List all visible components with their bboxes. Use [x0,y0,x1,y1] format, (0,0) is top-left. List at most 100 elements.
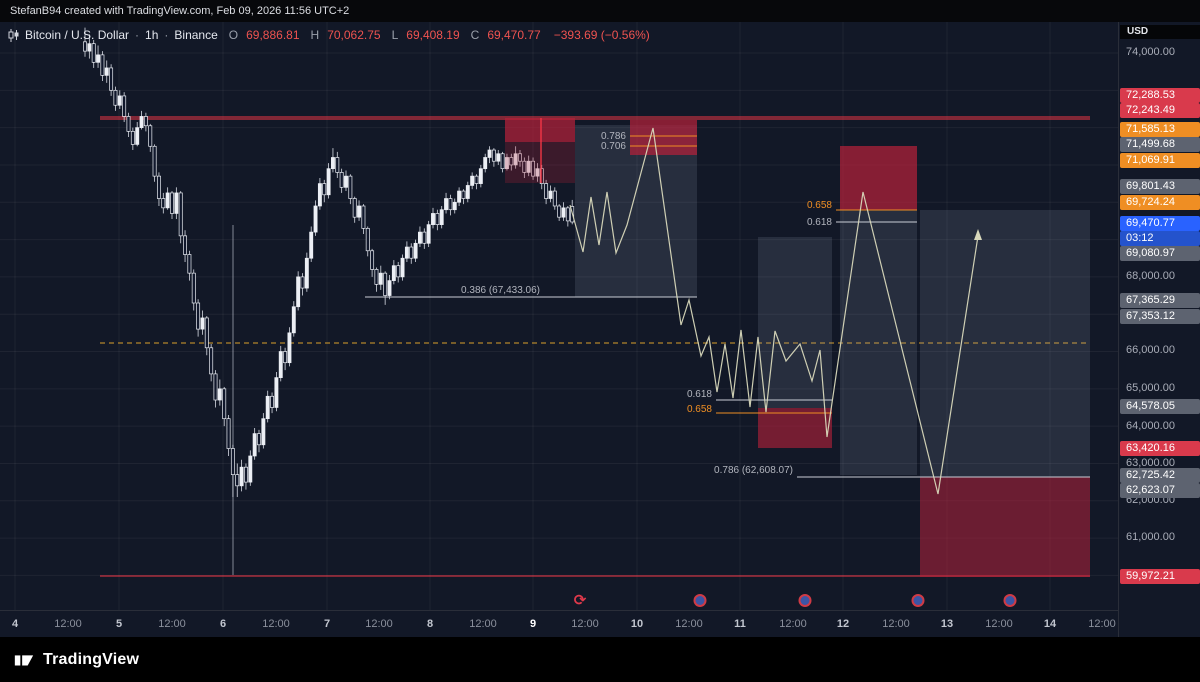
candle-down [222,388,227,420]
candle-up [431,213,435,225]
price-level-badge: 67,353.12 [1120,309,1200,324]
candle-up [561,207,566,218]
candle-up [526,160,531,173]
candle-down [257,433,261,446]
economic-event-icon[interactable] [693,594,707,607]
candle-up [261,418,266,446]
currency-toggle-button[interactable]: USD [1120,25,1200,39]
projection-zigzag[interactable] [569,127,979,495]
supply-zone-box[interactable] [630,120,697,155]
candle-down [361,205,366,229]
separator-dot: · [164,28,169,42]
candle-down [539,168,544,184]
price-axis[interactable]: USD 74,000.00 68,000.00 66,000.00 65,000.00… [1118,22,1200,637]
supply-zone-box[interactable] [758,408,832,448]
candle-up [535,168,540,177]
symbol-info-bar: Bitcoin / U.S. Dollar · 1h · Binance O 69… [8,26,650,44]
economic-event-icon[interactable]: ⟳ [573,592,587,609]
price-level-badge: 62,623.07 [1120,483,1200,498]
time-axis-day-label: 14 [1043,618,1057,630]
fib-level-label: 0.386 (67,433.06) [461,285,540,296]
candle-down [126,116,131,132]
candle-down [91,43,96,63]
candle-up [104,67,109,76]
candle-down [283,351,288,364]
time-axis-hour-label: 12:00 [779,618,807,630]
candle-up [548,190,553,199]
candle-up [96,54,100,63]
low-label: L [391,28,399,42]
candle-up [444,198,449,211]
time-axis-day-label: 11 [734,618,746,630]
time-axis-day-label: 9 [529,618,537,630]
high-value: 70,062.75 [327,28,381,42]
candle-up [387,280,392,296]
candle-down [83,41,87,52]
supply-zone-box[interactable] [920,477,1090,577]
time-axis[interactable]: 4 12:00 5 12:00 6 12:00 7 12:00 8 12:00 9 12:00 10 12… [0,610,1118,638]
fib-level-label: 0.618 [807,217,832,228]
candle-up [418,231,422,244]
time-axis-hour-label: 12:00 [675,618,703,630]
candle-up [391,265,396,281]
exchange-label[interactable]: Binance [174,28,218,42]
economic-event-icon[interactable] [911,594,925,607]
price-level-badge: 64,578.05 [1120,399,1200,414]
timeframe-label[interactable]: 1h [145,28,159,42]
candle-up [478,168,483,184]
time-axis-day-label: 7 [323,618,331,630]
candle-down [509,157,514,166]
candle-down [474,175,479,184]
candle-down [191,272,196,304]
supply-zone-box[interactable] [840,146,917,210]
candle-up [274,377,279,408]
candle-down [270,395,275,408]
fib-level-label: 0.658 [807,200,832,211]
projection-zone-box[interactable] [840,210,917,475]
price-level-badge: 72,288.53 [1120,88,1200,103]
candle-down [170,192,174,214]
supply-zone-box[interactable] [505,142,575,183]
time-axis-hour-label: 12:00 [158,618,186,630]
economic-event-icon[interactable] [1003,594,1017,607]
fib-level-label: 0.786 (62,608.07) [714,465,793,476]
candle-up [239,466,244,487]
attribution-text: StefanB94 created with TradingView.com, … [10,5,350,17]
candle-up [413,242,418,259]
economic-event-icon[interactable] [798,594,812,607]
candle-up [139,116,144,128]
chart-canvas[interactable]: 0.786 0.706 0.386 (67,433.06) 0.618 0.658 0.6… [0,22,1118,610]
candle-down [435,213,440,225]
open-label: O [228,28,239,42]
projection-zone-box[interactable] [920,210,1090,477]
time-axis-hour-label: 12:00 [571,618,599,630]
time-axis-hour-label: 12:00 [54,618,82,630]
supply-zone-box[interactable] [505,118,575,142]
time-axis-hour-label: 12:00 [469,618,497,630]
candle-down [230,448,235,475]
candlestick-chart-icon [8,28,19,42]
close-value: 69,470.77 [487,28,541,42]
candle-up [313,205,318,233]
footer-bar: TradingView [0,637,1200,682]
symbol-title[interactable]: Bitcoin / U.S. Dollar [25,28,130,42]
price-axis-tick: 65,000.00 [1126,382,1175,394]
time-axis-hour-label: 12:00 [365,618,393,630]
price-level-badge: 71,585.13 [1120,122,1200,137]
price-level-badge: 71,499.68 [1120,137,1200,152]
candle-up [487,149,492,158]
time-axis-hour-label: 12:00 [1088,618,1116,630]
fib-level-label: 0.706 [601,141,626,152]
brand-name[interactable]: TradingView [43,650,140,668]
candle-down [143,116,148,127]
time-axis-hour-label: 12:00 [882,618,910,630]
candle-up [117,95,122,106]
candle-up [304,257,309,289]
projection-zone-box[interactable] [758,237,832,408]
candle-up [248,455,253,483]
price-level-badge: 69,080.97 [1120,246,1200,261]
projection-arrowhead [974,229,982,240]
candle-down [157,175,161,199]
tradingview-logo[interactable] [13,649,35,671]
